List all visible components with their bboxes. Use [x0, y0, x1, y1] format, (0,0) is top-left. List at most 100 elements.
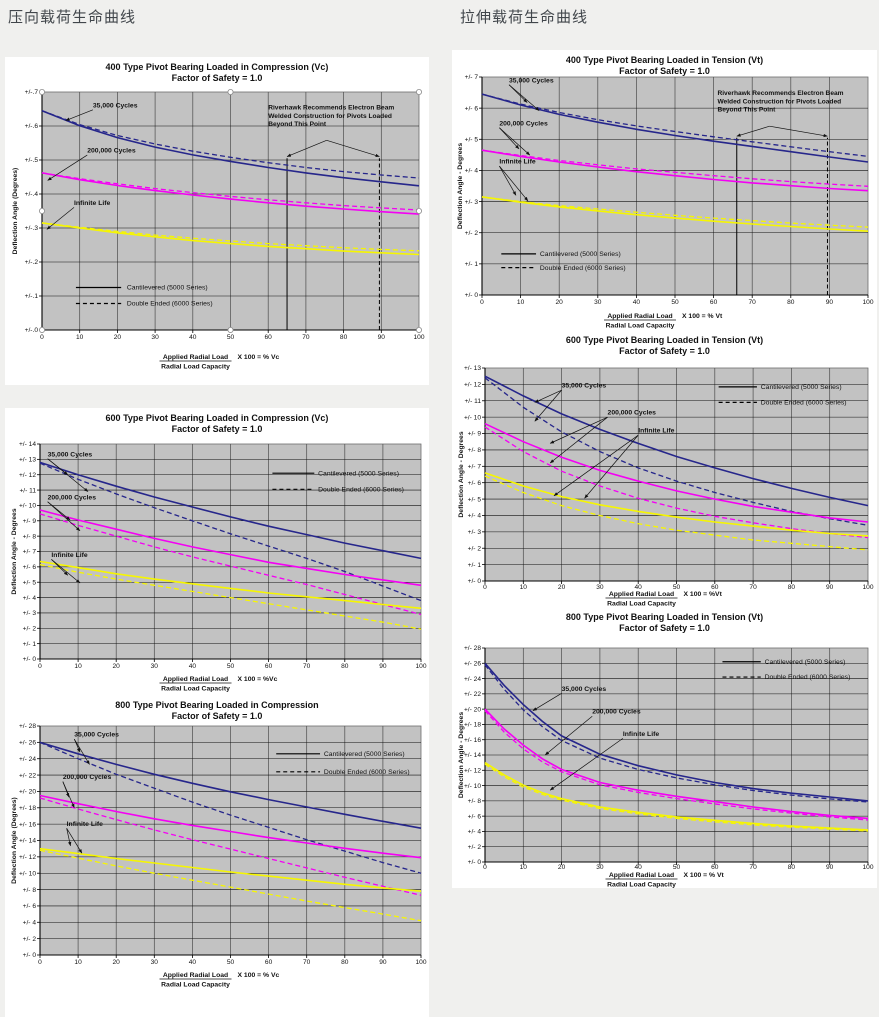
legend-label: Double Ended (6000 Series) [324, 769, 410, 776]
svg-text:Radial Load Capacity: Radial Load Capacity [161, 686, 230, 693]
axis-ticks-and-labels: 0 10 20 30 40 50 60 70 80 90 100 +/-.7 +/-.6 +/-.5 +/-… [25, 89, 425, 341]
y-tick-label: +/- 0 [468, 859, 482, 866]
curve-label: 35,000 Cycles [562, 383, 607, 390]
y-tick-label: +/- 12 [464, 382, 481, 389]
curve-label: 200,000 Cycles [48, 494, 97, 501]
y-tick-label: +/- 4 [468, 513, 482, 520]
chart-card-400-tension: 400 Type Pivot Bearing Loaded in Tension… [452, 50, 877, 330]
chart-subtitle: Factor of Safety = 1.0 [171, 73, 263, 83]
x-axis-title: Applied Radial Load Radial Load Capacity X… [605, 872, 725, 888]
legend: Cantilevered (5000 Series) Double Ended (… [722, 659, 850, 681]
svg-text:X 100 = % Vt: X 100 = % Vt [684, 872, 725, 879]
x-tick-label: 0 [483, 864, 487, 871]
curve-label: 35,000 Cycles [74, 732, 119, 739]
x-tick-label: 20 [556, 299, 564, 306]
y-tick-label: +/- 14 [19, 441, 36, 448]
x-tick-label: 10 [74, 959, 82, 966]
curve-label: Infinite Life [51, 552, 87, 559]
y-axis-title: Deflection Angle - Degrees [457, 143, 464, 229]
y-tick-label: +/- 26 [464, 660, 481, 667]
svg-text:Radial Load Capacity: Radial Load Capacity [607, 601, 676, 608]
svg-text:Applied Radial Load: Applied Radial Load [609, 872, 674, 879]
chart-card-800-tension: 800 Type Pivot Bearing Loaded in Tension… [452, 607, 877, 888]
selection-handle[interactable] [39, 207, 46, 214]
x-tick-label: 50 [673, 584, 681, 591]
x-tick-label: 80 [788, 864, 796, 871]
y-tick-label: +/- 8 [23, 533, 37, 540]
x-tick-label: 50 [227, 663, 235, 670]
svg-text:X 100 = % Vc: X 100 = % Vc [238, 972, 280, 979]
chart-plot-800-compression: 0 10 20 30 40 50 60 70 80 90 100 +/- 28 +/- 26 +/- 24… [11, 723, 427, 989]
svg-text:Radial Load Capacity: Radial Load Capacity [161, 982, 230, 989]
gridlines [484, 368, 868, 582]
riverhawk-annotation: Riverhawk Recommends Electron BeamWelded… [717, 90, 844, 138]
page: { "columns": [ {"heading": "压向载荷生命曲线"}, … [5, 9, 877, 1017]
series-infinite-life-cantilevered-5000-series- [481, 196, 869, 232]
y-tick-label: +/- 18 [19, 805, 36, 812]
x-tick-label: 30 [594, 299, 602, 306]
y-tick-label: +/- 12 [464, 767, 481, 774]
x-tick-label: 50 [671, 299, 679, 306]
y-tick-label: +/- 2 [23, 625, 37, 632]
x-tick-label: 20 [558, 584, 566, 591]
x-tick-label: 20 [114, 334, 122, 341]
x-tick-label: 80 [341, 663, 349, 670]
series-35-000-cycles-double-ended-6000-series- [39, 741, 422, 874]
selection-handles[interactable] [39, 89, 422, 333]
series-200-000-cycles-double-ended-6000-series- [39, 797, 422, 896]
series-200-000-cycles-double-ended-6000-series- [484, 710, 869, 821]
y-tick-label: +/- 26 [19, 740, 36, 747]
y-tick-label: +/- 10 [19, 503, 36, 510]
curve-labels: 35,000 Cycles 200,000 Cycles Infinite Life [499, 77, 554, 202]
x-tick-label: 90 [378, 334, 386, 341]
gridlines [39, 726, 421, 956]
series-200-000-cycles-cantilevered-5000-series- [39, 794, 422, 859]
x-tick-label: 60 [711, 584, 719, 591]
curve-label: 35,000 Cycles [509, 77, 554, 84]
selection-handle[interactable] [227, 89, 234, 96]
curve-label: 200,000 Cycles [592, 709, 641, 716]
x-tick-label: 40 [633, 299, 641, 306]
legend: Cantilevered (5000 Series) Double Ended (… [718, 384, 847, 407]
y-tick-label: +/- 4 [23, 919, 37, 926]
x-tick-label: 30 [596, 864, 604, 871]
column-heading-compression: 压向载荷生命曲线 [8, 9, 137, 26]
curve-label: Infinite Life [623, 731, 659, 738]
y-tick-label: +/- 13 [464, 365, 481, 372]
curve-label: 200,000 Cycles [63, 774, 112, 781]
x-tick-label: 30 [151, 663, 159, 670]
y-tick-label: +/- 10 [19, 870, 36, 877]
x-tick-label: 60 [265, 663, 273, 670]
x-tick-label: 70 [302, 334, 310, 341]
selection-handle[interactable] [227, 326, 234, 333]
x-tick-label: 10 [520, 864, 528, 871]
series-infinite-life-double-ended-6000-series- [481, 196, 869, 228]
series-35-000-cycles-cantilevered-5000-series- [39, 741, 422, 829]
y-tick-label: +/- 3 [468, 529, 482, 536]
y-tick-label: +/- 6 [465, 105, 479, 112]
y-axis-title: Deflection Angle (Degrees) [11, 797, 18, 884]
selection-handle[interactable] [39, 326, 46, 333]
selection-handle[interactable] [415, 89, 422, 96]
selection-handle[interactable] [415, 326, 422, 333]
legend-label: Double Ended (6000 Series) [765, 674, 851, 681]
y-tick-label: +/- 0 [465, 292, 479, 299]
x-axis-title: Applied Radial Load Radial Load Capacity X… [159, 972, 280, 989]
series-35-000-cycles-cantilevered-5000-series- [39, 461, 422, 560]
y-axis-title: Deflection Angle - Degrees [458, 712, 465, 798]
legend-label: Cantilevered (5000 Series) [324, 751, 405, 758]
selection-handle[interactable] [415, 207, 422, 214]
y-tick-label: +/- 2 [468, 844, 482, 851]
y-tick-label: +/- 5 [465, 136, 479, 143]
y-tick-label: +/- 16 [464, 737, 481, 744]
chart-plot-400-tension: 0 10 20 30 40 50 60 70 80 90 100 +/- 7 +/- 6 +/- 5 +/-… [457, 74, 874, 329]
x-tick-label: 20 [558, 864, 566, 871]
svg-text:Riverhawk Recommends Electron: Riverhawk Recommends Electron Beam [268, 105, 394, 112]
curve-label: Infinite Life [499, 159, 535, 166]
riverhawk-annotation: Riverhawk Recommends Electron BeamWelded… [268, 105, 394, 158]
y-tick-label: +/- 6 [23, 564, 37, 571]
chart-title: 400 Type Pivot Bearing Loaded in Compres… [105, 62, 329, 72]
selection-handle[interactable] [39, 89, 46, 96]
svg-text:X 100 = % Vc: X 100 = % Vc [238, 354, 280, 361]
y-tick-label: +/- 10 [464, 783, 481, 790]
